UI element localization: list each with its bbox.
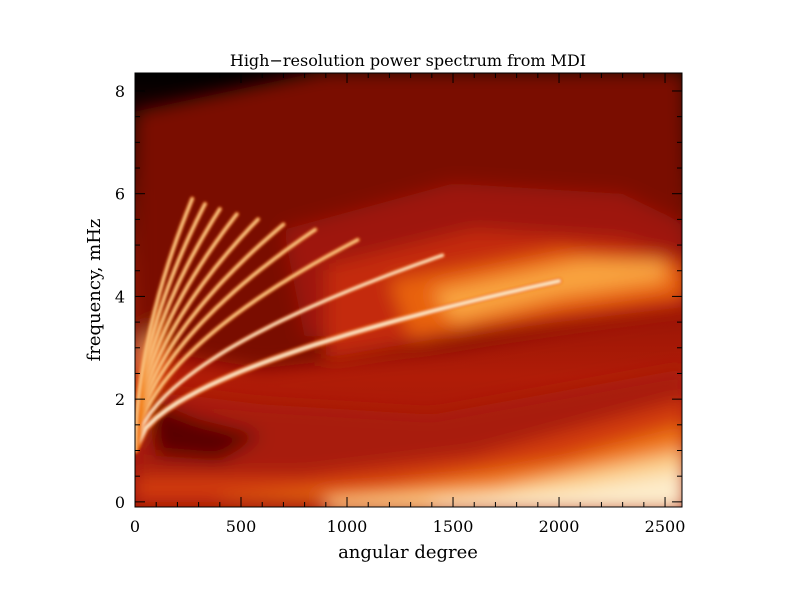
- x-tick-label: 2000: [539, 517, 580, 536]
- x-axis-label: angular degree: [338, 542, 478, 563]
- ridge-p7: [135, 208, 221, 452]
- ridge-p2: [135, 238, 359, 452]
- y-tick-label: 0: [115, 493, 125, 512]
- y-tick-label: 4: [115, 287, 125, 306]
- ridge-p5: [135, 218, 260, 452]
- ridge-p9: [135, 197, 194, 452]
- low-l-bright-core: [135, 327, 148, 379]
- low-cream-wedge: [431, 471, 682, 507]
- ridge-p4: [135, 223, 285, 452]
- heatmap-plot-area: [135, 73, 682, 507]
- axes: 0 500 1000 1500 2000 2500 0 2 4 6 8: [115, 72, 686, 536]
- ridge-p1: [135, 254, 444, 452]
- plot-frame: [134, 72, 683, 508]
- y-axis-label: frequency, mHz: [84, 219, 105, 362]
- x-tick-label: 2500: [645, 517, 686, 536]
- y-tick-label: 8: [115, 82, 125, 101]
- x-tick-label: 0: [130, 517, 140, 536]
- ridge-f-mode: [135, 279, 561, 452]
- y-tick-label: 6: [115, 185, 125, 204]
- chart-title: High−resolution power spectrum from MDI: [230, 51, 586, 70]
- x-tick-label: 1000: [327, 517, 368, 536]
- dark-mid-patch: [145, 399, 263, 461]
- x-tick-label: 1500: [433, 517, 474, 536]
- x-tick-label: 500: [226, 517, 257, 536]
- y-tick-label: 2: [115, 390, 125, 409]
- light-band: [431, 260, 666, 323]
- ridge-p3: [135, 228, 317, 452]
- ridge-p6: [135, 213, 238, 452]
